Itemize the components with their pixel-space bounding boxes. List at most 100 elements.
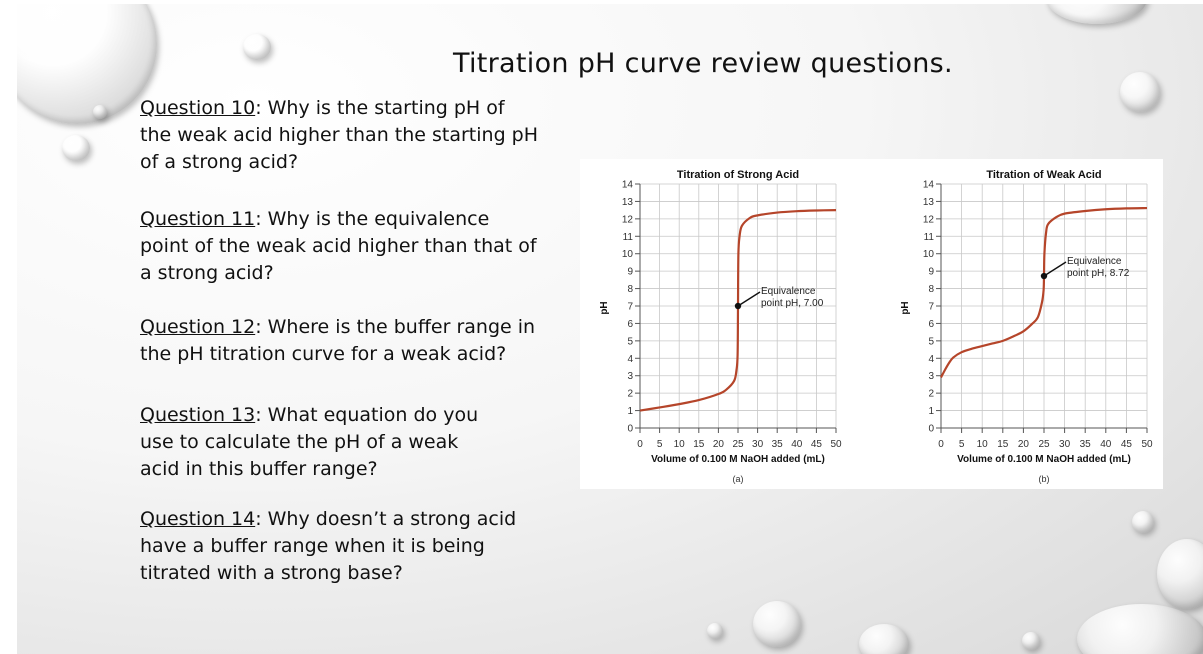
chart-2-title: Titration of Weak Acid: [986, 169, 1101, 181]
chart-1-y-tick-label: 14: [622, 180, 634, 191]
question-text: : Where is the buffer range in the pH ti…: [140, 316, 536, 365]
chart-2-x-tick-label: 40: [1100, 439, 1112, 450]
chart-1-x-tick-label: 50: [830, 439, 842, 450]
chart-1-x-axis-label: Volume of 0.100 M NaOH added (mL): [651, 454, 825, 465]
chart-1-y-tick-label: 1: [627, 406, 633, 417]
water-drop: [17, 4, 157, 124]
chart-2-x-axis-label: Volume of 0.100 M NaOH added (mL): [957, 454, 1131, 465]
chart-2-y-tick-label: 3: [928, 371, 934, 382]
chart-2-series-line: [940, 206, 1148, 378]
chart-1-x-tick-label: 40: [791, 439, 803, 450]
chart-1-x-tick-label: 5: [657, 439, 663, 450]
chart-1-y-tick-label: 9: [627, 267, 633, 278]
chart-2-annotation-leader: [1043, 261, 1067, 277]
chart-1-y-axis-label: pH: [599, 301, 610, 314]
chart-1-x-tick-label: 45: [811, 439, 823, 450]
chart-1-annotation-label: point pH, 7.00: [761, 298, 824, 309]
question-number: Question 14: [140, 508, 256, 530]
water-drop: [859, 624, 909, 654]
chart-1-y-tick-label: 3: [627, 371, 633, 382]
chart-2-x-tick-label: 25: [1038, 439, 1050, 450]
chart-1-x-tick-label: 0: [637, 439, 643, 450]
chart-1-x-tick-label: 35: [772, 439, 784, 450]
slide-title: Titration pH curve review questions.: [453, 48, 953, 79]
chart-1-y-tick-label: 7: [627, 302, 633, 313]
chart-1-y-tick-label: 8: [627, 284, 633, 295]
chart-2-y-tick-label: 10: [923, 249, 935, 260]
titration-figure-panel: 0 1 2 3 4 5 6 7 8 9 10 11 12 13 14 0 5 10 15 20 25 30 35 40 45 50…: [580, 159, 1163, 489]
chart-1-y-tick-label: 11: [623, 232, 634, 243]
chart-1-y-tick-label: 4: [627, 354, 633, 365]
chart-1-x-tick-label: 10: [674, 439, 686, 450]
water-drop: [1077, 604, 1203, 654]
chart-1-annotation-leader: [737, 291, 761, 307]
chart-1-y-tick-label: 5: [627, 336, 633, 347]
chart-1-title: Titration of Strong Acid: [677, 169, 799, 181]
water-drop: [1047, 4, 1147, 24]
chart-2-y-tick-label: 6: [928, 319, 934, 330]
water-drop: [753, 601, 801, 647]
question-13: Question 13: What equation do you use to…: [140, 402, 485, 483]
chart-2-y-tick-label: 12: [923, 214, 935, 225]
chart-2-x-tick-label: 30: [1059, 439, 1071, 450]
chart-1-y-tick-label: 13: [622, 197, 634, 208]
question-text: : Why doesn’t a strong acid have a buffe…: [140, 508, 517, 584]
question-text: : Why is the equivalence point of the we…: [140, 208, 537, 284]
question-14: Question 14: Why doesn’t a strong acid h…: [140, 506, 520, 587]
chart-2-y-tick-label: 4: [928, 354, 934, 365]
chart-2-equivalence-point: [1040, 272, 1048, 280]
chart-2-y-tick-label: 11: [924, 232, 935, 243]
chart-1-annotation-label: Equivalence: [761, 286, 816, 297]
question-number: Question 12: [140, 316, 256, 338]
chart-2-x-tick-label: 5: [959, 439, 965, 450]
chart-2-y-tick-label: 14: [923, 180, 935, 191]
water-drop: [1120, 72, 1160, 112]
chart-2-x-tick-label: 50: [1141, 439, 1153, 450]
water-drop: [1132, 511, 1154, 533]
chart-1-y-tick-label: 10: [622, 249, 634, 260]
chart-2-y-tick-label: 13: [923, 197, 935, 208]
chart-2-annotation-label: Equivalence: [1067, 256, 1122, 267]
chart-1-x-tick-label: 20: [713, 439, 725, 450]
chart-2-x-tick-label: 10: [977, 439, 989, 450]
water-drop: [62, 135, 90, 161]
water-drop: [1022, 632, 1040, 650]
chart-1-x-tick-label: 25: [732, 439, 744, 450]
chart-2-caption: (b): [1039, 474, 1050, 484]
chart-2-y-tick-label: 1: [928, 406, 934, 417]
chart-1-y-tick-label: 6: [627, 319, 633, 330]
chart-2-y-tick-label: 5: [928, 336, 934, 347]
chart-2-annotation-label: point pH, 8.72: [1067, 268, 1130, 279]
question-text: : What equation do you use to calculate …: [140, 404, 479, 480]
chart-1-caption: (a): [733, 474, 744, 484]
chart-2-y-tick-label: 2: [928, 389, 934, 400]
chart-1-y-tick-label: 0: [627, 424, 633, 435]
chart-2-y-tick-label: 0: [928, 424, 934, 435]
chart-2-x-tick-label: 15: [997, 439, 1009, 450]
question-number: Question 10: [140, 97, 256, 119]
chart-2-y-axis-label: pH: [900, 301, 911, 314]
question-10: Question 10: Why is the starting pH of t…: [140, 95, 540, 176]
chart-2-x-tick-label: 45: [1121, 439, 1133, 450]
chart-1-x-tick-label: 30: [752, 439, 764, 450]
question-text: : Why is the starting pH of the weak aci…: [140, 97, 539, 173]
chart-2-y-tick-label: 9: [928, 267, 934, 278]
water-drop: [1157, 539, 1203, 609]
chart-1-y-tick-label: 2: [627, 389, 633, 400]
water-drop: [243, 34, 271, 60]
chart-2-y-tick-label: 8: [928, 284, 934, 295]
chart-2-x-tick-label: 20: [1018, 439, 1030, 450]
chart-1-x-tick-label: 15: [693, 439, 705, 450]
water-drop: [93, 105, 107, 119]
chart-2-y-tick-label: 7: [928, 302, 934, 313]
question-number: Question 13: [140, 404, 256, 426]
question-12: Question 12: Where is the buffer range i…: [140, 314, 540, 368]
chart-1-y-tick-label: 12: [622, 214, 634, 225]
chart-1-equivalence-point: [734, 302, 742, 310]
chart-2-x-tick-label: 0: [938, 439, 944, 450]
chart-2-x-tick-label: 35: [1080, 439, 1092, 450]
question-11: Question 11: Why is the equivalence poin…: [140, 206, 540, 287]
question-number: Question 11: [140, 208, 256, 230]
water-drop: [707, 623, 723, 639]
